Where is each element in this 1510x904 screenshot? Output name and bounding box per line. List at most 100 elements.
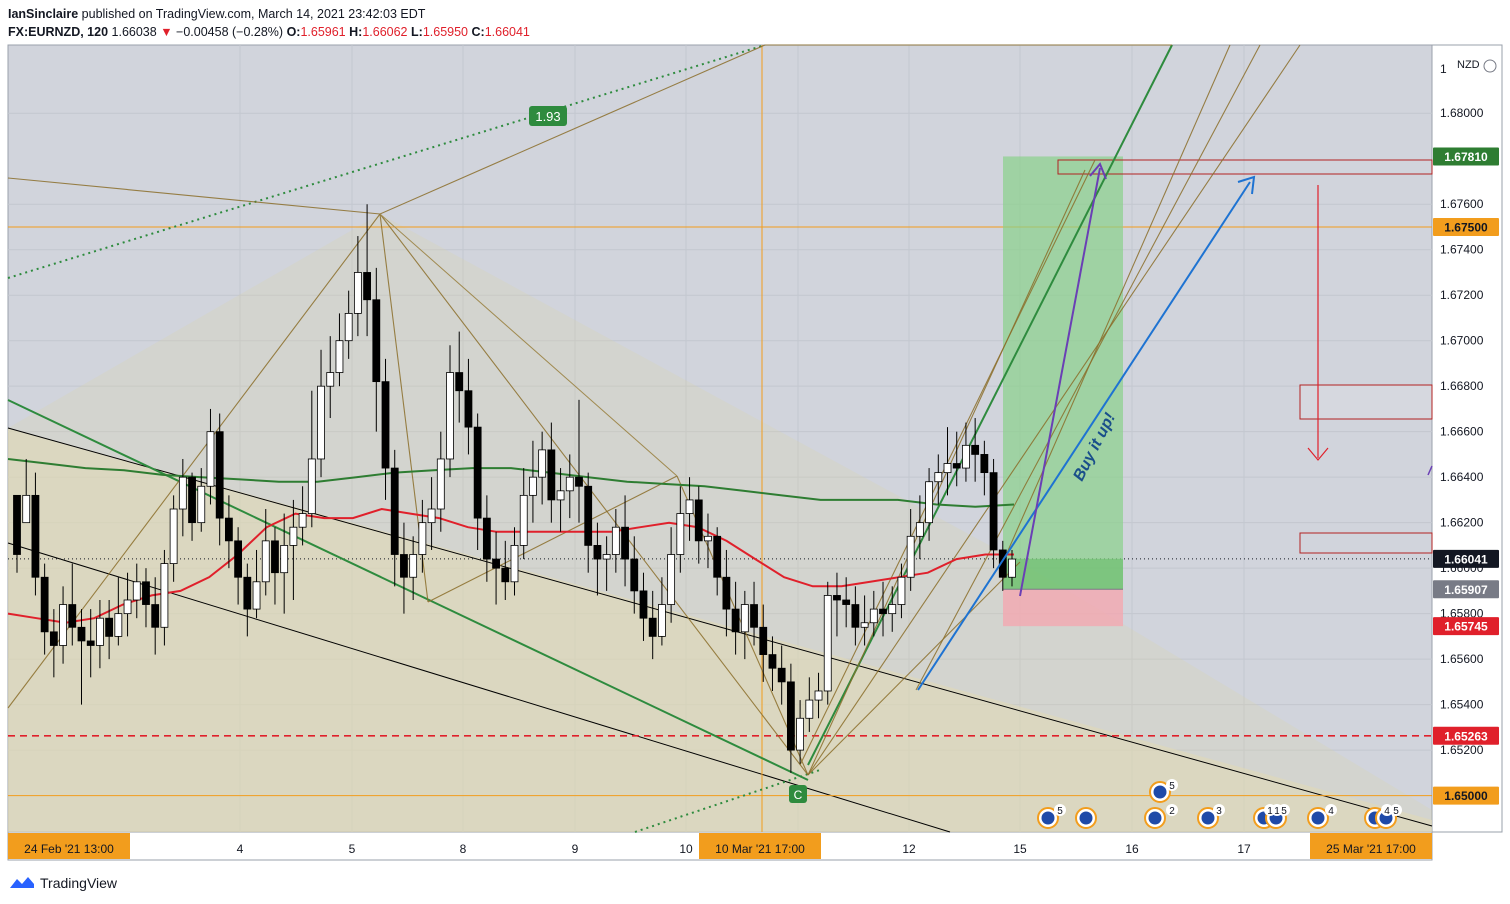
candle-body (446, 372, 454, 460)
candle-body (538, 449, 547, 478)
candle-body (59, 604, 67, 646)
channel-zone (8, 428, 1432, 832)
candle-body (952, 463, 961, 469)
candle (869, 590, 878, 637)
symbol-label[interactable]: FX:EURNZD, 120 (8, 25, 109, 39)
event-count: 4 (1328, 806, 1334, 817)
event-flag-inner (1079, 811, 1093, 825)
brand-name: TradingView (40, 875, 118, 891)
candle (473, 413, 482, 550)
candle (409, 536, 418, 600)
candle (455, 331, 464, 423)
candle (519, 468, 528, 560)
price-tick-label: 1.67000 (1440, 334, 1484, 348)
candle-body (593, 545, 602, 560)
candle (418, 499, 427, 573)
candle-body (934, 472, 943, 483)
candle (280, 513, 289, 614)
candle-body (565, 476, 574, 492)
price-tick-label: 1.67200 (1440, 288, 1484, 302)
candle-body (77, 626, 86, 642)
candle-body (215, 431, 224, 519)
open-profit-zone (1003, 558, 1123, 590)
time-tick-label: 10 (679, 842, 693, 856)
tradingview-logo-icon (10, 877, 34, 888)
candle-body (888, 604, 897, 615)
candle (372, 267, 381, 432)
candle (151, 577, 160, 655)
candle-body (519, 494, 528, 546)
candle (786, 663, 795, 773)
candle (381, 358, 390, 500)
candle-body (418, 522, 427, 555)
candle-body (510, 545, 519, 583)
candle-body (123, 599, 132, 615)
pattern-line (1002, 44, 1231, 563)
candle-body (667, 554, 676, 605)
candle-body (556, 490, 565, 501)
event-count-bg (1054, 804, 1066, 816)
candle (344, 290, 353, 359)
price-label-box (1433, 549, 1499, 568)
candle-body (243, 576, 252, 610)
candle (59, 586, 67, 664)
candle (49, 609, 58, 678)
candle-body (261, 540, 270, 583)
candle (169, 495, 178, 582)
open-label: O: (286, 25, 301, 39)
price-axis (1431, 44, 1503, 833)
purple-arrow-head (1089, 162, 1107, 180)
candle-body (547, 449, 556, 501)
candle-body (842, 599, 851, 605)
candle (731, 581, 740, 655)
candle (307, 390, 316, 528)
event-flag-inner (1201, 811, 1215, 825)
candle-body (713, 535, 722, 578)
candle (243, 563, 252, 637)
target-zone (1003, 156, 1123, 590)
pattern-line (379, 213, 678, 477)
event-count: 3 (1216, 806, 1222, 817)
price-tick-label: 1.66600 (1440, 425, 1484, 439)
candle (759, 604, 768, 682)
candle-body (280, 545, 289, 574)
time-tick-label: 12 (902, 842, 916, 856)
candle-body (436, 458, 445, 510)
pattern-line (379, 213, 809, 776)
price-label-box (1433, 617, 1499, 636)
point-c-label: C (794, 788, 803, 802)
author-name[interactable]: IanSinclaire (8, 7, 79, 21)
tradingview-logo[interactable]: TradingView (8, 875, 117, 891)
price-tick-label: 1.66200 (1440, 516, 1484, 530)
candle-body (307, 458, 316, 514)
published-text: published on TradingView.com, March 14, … (81, 7, 426, 21)
blue-arrow-head (1237, 175, 1256, 195)
candle-body (326, 372, 335, 387)
candle (998, 540, 1007, 591)
candle (335, 313, 344, 387)
candle-body (814, 690, 823, 701)
candle (427, 477, 436, 550)
candle-body (188, 476, 196, 524)
price-label-box (1433, 147, 1499, 166)
candle-body (529, 476, 537, 496)
candle (529, 440, 537, 523)
event-count: 2 (1169, 806, 1175, 817)
candle (556, 468, 565, 532)
candle (353, 236, 362, 337)
candle (22, 458, 31, 524)
candle-body (630, 558, 639, 592)
edge-marker (1427, 465, 1433, 476)
candle-body (860, 622, 869, 628)
time-highlight-label: 10 Mar '21 17:00 (715, 842, 805, 856)
price-label-box (1433, 217, 1499, 236)
price-tick-label: 1.67400 (1440, 243, 1484, 257)
trend-line-up (807, 44, 1173, 766)
price-label-text: 1.67810 (1444, 150, 1488, 164)
candle-body (833, 595, 841, 601)
zone-box-lower (1299, 532, 1433, 554)
candle-body (151, 604, 160, 628)
price-tick-partial: 1 (1440, 62, 1447, 76)
time-highlight-label: 25 Mar '21 17:00 (1326, 842, 1416, 856)
